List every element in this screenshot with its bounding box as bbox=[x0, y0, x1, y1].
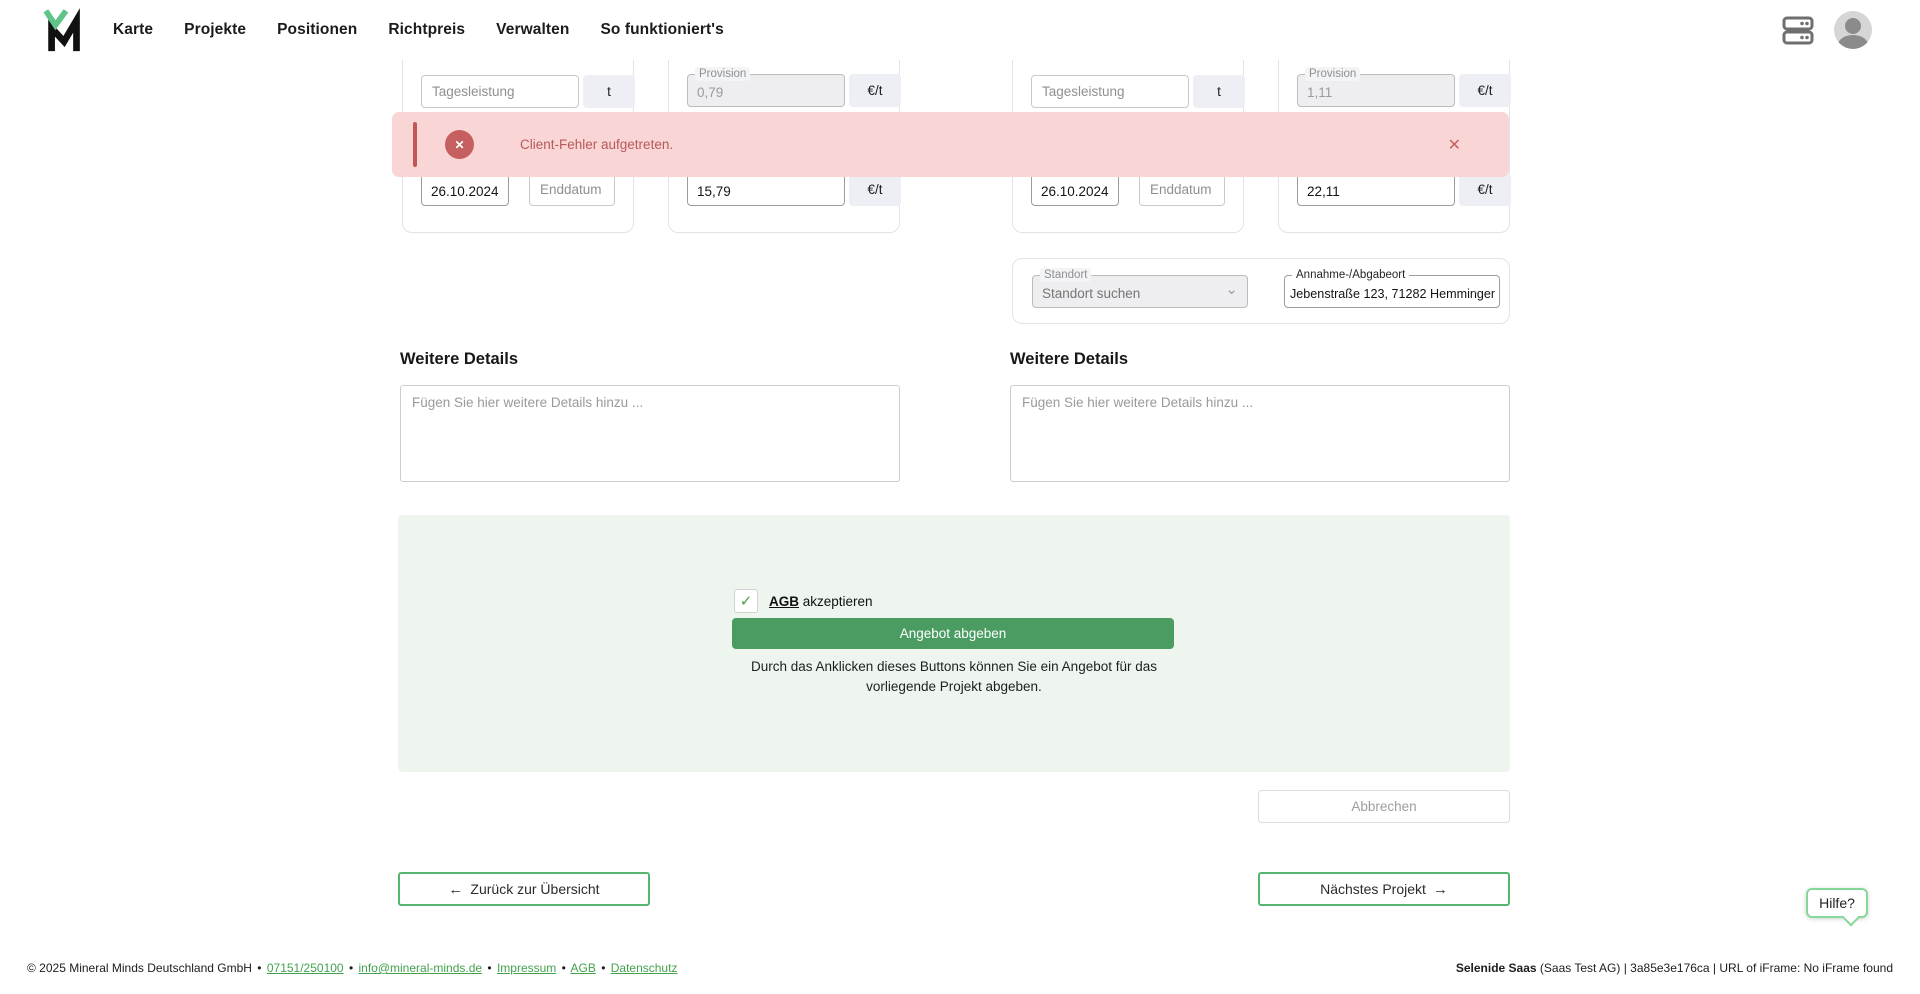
error-x-glyph: ✕ bbox=[454, 137, 465, 152]
checkmark-icon: ✓ bbox=[739, 593, 753, 610]
footer-status-detail: (Saas Test AG) | 3a85e3e176ca | URL of i… bbox=[1536, 961, 1893, 975]
copyright-text: © 2025 Mineral Minds Deutschland GmbH bbox=[27, 961, 252, 975]
tagesleistung-input-left[interactable] bbox=[421, 75, 579, 108]
preis-field-left[interactable]: Preis inkl. Provision bbox=[687, 166, 845, 206]
help-bubble-tail bbox=[1842, 909, 1860, 927]
main-navigation: Karte Projekte Positionen Richtpreis Ver… bbox=[113, 0, 724, 60]
provision-field-right: Provision bbox=[1297, 67, 1455, 107]
user-avatar[interactable] bbox=[1834, 11, 1872, 49]
submit-description-line2: vorliegende Projekt abgeben. bbox=[866, 679, 1042, 694]
footer-left: © 2025 Mineral Minds Deutschland GmbH • … bbox=[27, 961, 677, 975]
footer-status: Selenide Saas (Saas Test AG) | 3a85e3e17… bbox=[1456, 961, 1893, 975]
enddatum-input-left[interactable] bbox=[529, 173, 615, 206]
footer-link-impressum[interactable]: Impressum bbox=[496, 961, 557, 975]
preis-field-right[interactable]: Preis inkl. Provision bbox=[1297, 166, 1455, 206]
nav-item-richtpreis[interactable]: Richtpreis bbox=[388, 21, 466, 38]
details-textarea-left[interactable] bbox=[400, 385, 900, 482]
tagesleistung-unit-left: t bbox=[583, 75, 635, 108]
details-heading-right: Weitere Details bbox=[1010, 350, 1128, 368]
help-button-label: Hilfe? bbox=[1819, 895, 1855, 911]
provision-label-right: Provision bbox=[1305, 67, 1361, 81]
avatar-head-icon bbox=[1845, 18, 1861, 34]
nav-item-so-funktionierts[interactable]: So funktioniert's bbox=[600, 21, 724, 38]
error-icon: ✕ bbox=[445, 130, 474, 159]
tagesleistung-unit-right: t bbox=[1193, 75, 1245, 108]
arrow-left-icon: ← bbox=[448, 880, 464, 898]
help-button[interactable]: Hilfe? bbox=[1806, 888, 1868, 927]
preis-unit-right: €/t bbox=[1459, 173, 1511, 206]
nav-item-positionen[interactable]: Positionen bbox=[277, 21, 358, 38]
footer-separator: • bbox=[601, 961, 606, 975]
footer-separator: • bbox=[257, 961, 262, 975]
provision-unit-right: €/t bbox=[1459, 74, 1511, 107]
submit-offer-button[interactable]: Angebot abgeben bbox=[732, 618, 1174, 649]
back-to-overview-button[interactable]: ← Zurück zur Übersicht bbox=[398, 872, 650, 906]
nav-item-verwalten[interactable]: Verwalten bbox=[496, 21, 570, 38]
next-project-button[interactable]: Nächstes Projekt → bbox=[1258, 872, 1510, 906]
back-button-label: Zurück zur Übersicht bbox=[470, 881, 600, 897]
top-navbar: Karte Projekte Positionen Richtpreis Ver… bbox=[0, 0, 1920, 60]
agb-label: AGB akzeptieren bbox=[769, 594, 873, 609]
details-heading-left: Weitere Details bbox=[400, 350, 518, 368]
error-accent-bar bbox=[413, 122, 417, 167]
submit-description-line1: Durch das Anklicken dieses Buttons könne… bbox=[750, 659, 1157, 674]
nav-item-karte[interactable]: Karte bbox=[113, 21, 154, 38]
abgabeort-label: Annahme-/Abgabeort bbox=[1292, 268, 1410, 282]
standort-label: Standort bbox=[1040, 268, 1092, 282]
navbar-right bbox=[1780, 0, 1872, 60]
provision-field-left: Provision bbox=[687, 67, 845, 107]
standort-card: Standort ⌄ Annahme-/Abgabeort ⌄ bbox=[1012, 258, 1510, 324]
cancel-button[interactable]: Abbrechen bbox=[1258, 790, 1510, 823]
preis-unit-left: €/t bbox=[849, 173, 901, 206]
footer-link-datenschutz[interactable]: Datenschutz bbox=[610, 961, 678, 975]
error-message: Client-Fehler aufgetreten. bbox=[520, 137, 674, 152]
server-icon[interactable] bbox=[1780, 12, 1816, 48]
footer-separator: • bbox=[487, 961, 492, 975]
avatar-body-icon bbox=[1838, 35, 1868, 49]
agb-checkbox[interactable]: ✓ bbox=[734, 589, 758, 613]
provision-unit-left: €/t bbox=[849, 74, 901, 107]
startdatum-field-left[interactable]: Startdatum bbox=[421, 166, 509, 206]
footer-link-email[interactable]: info@mineral-minds.de bbox=[358, 961, 483, 975]
footer-status-app: Selenide Saas bbox=[1455, 961, 1537, 975]
details-textarea-right[interactable] bbox=[1010, 385, 1510, 482]
footer-link-phone[interactable]: 07151/250100 bbox=[266, 961, 344, 975]
submit-description: Durch das Anklicken dieses Buttons könne… bbox=[609, 657, 1299, 697]
brand-logo[interactable] bbox=[42, 7, 88, 53]
arrow-right-icon: → bbox=[1432, 880, 1448, 898]
startdatum-field-right[interactable]: Startdatum bbox=[1031, 166, 1119, 206]
footer-link-agb[interactable]: AGB bbox=[570, 961, 596, 975]
footer-separator: • bbox=[348, 961, 354, 975]
standort-select: Standort ⌄ bbox=[1032, 268, 1248, 308]
agb-label-rest: akzeptieren bbox=[799, 594, 873, 609]
error-toast: ✕ Client-Fehler aufgetreten. ✕ bbox=[392, 112, 1509, 177]
submit-panel: ✓ AGB akzeptieren Angebot abgeben Durch … bbox=[398, 515, 1510, 772]
footer: © 2025 Mineral Minds Deutschland GmbH • … bbox=[27, 961, 1893, 975]
tagesleistung-input-right[interactable] bbox=[1031, 75, 1189, 108]
enddatum-input-right[interactable] bbox=[1139, 173, 1225, 206]
provision-label-left: Provision bbox=[695, 67, 751, 81]
abgabeort-field[interactable]: Annahme-/Abgabeort ⌄ bbox=[1284, 268, 1500, 308]
agb-link[interactable]: AGB bbox=[769, 594, 799, 609]
nav-item-projekte[interactable]: Projekte bbox=[184, 21, 247, 38]
footer-separator: • bbox=[561, 961, 566, 975]
next-button-label: Nächstes Projekt bbox=[1320, 881, 1426, 897]
close-icon[interactable]: ✕ bbox=[1448, 112, 1461, 177]
